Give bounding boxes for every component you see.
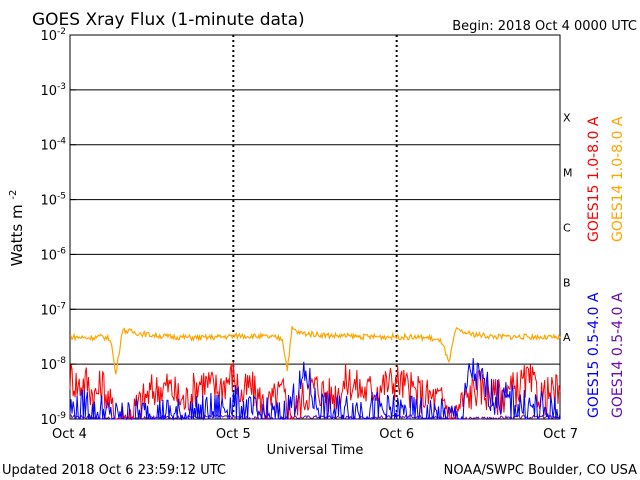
y-tick-labels: 10-2 10-3 10-4 10-5 10-6 10-7 10-8 10-9	[40, 27, 76, 428]
begin-timestamp: Begin: 2018 Oct 4 0000 UTC	[452, 19, 637, 34]
x-axis-label: Universal Time	[267, 443, 364, 458]
flare-class-label: M	[563, 167, 573, 180]
y-tick-label: 10-5	[40, 192, 66, 209]
legend-entry: GOES15 0.5-4.0 A	[586, 292, 602, 418]
y-axis-label-exponent: -2	[8, 190, 19, 200]
legend-long-channel: GOES15 1.0-8.0 A GOES14 1.0-8.0 A	[586, 116, 626, 242]
x-tick-labels: Oct 4 Oct 5 Oct 6 Oct 7	[52, 427, 578, 442]
flare-class-label: X	[563, 112, 571, 125]
y-tick-label: 10-9	[40, 411, 66, 428]
flare-class-label: B	[563, 276, 571, 289]
svg-text:Watts m -2: Watts m -2	[8, 190, 26, 267]
x-tick-label: Oct 4	[52, 427, 87, 442]
plot-area	[69, 34, 561, 420]
y-tick-label: 10-7	[40, 301, 66, 318]
legend-entry: GOES15 1.0-8.0 A	[586, 116, 602, 242]
series-line	[69, 326, 561, 375]
legend-entry: GOES14 1.0-8.0 A	[610, 116, 626, 242]
series-line	[69, 357, 561, 421]
y-axis-label: Watts m -2	[8, 190, 26, 267]
series-line	[69, 361, 561, 421]
legend-entry: GOES14 0.5-4.0 A	[610, 292, 626, 418]
chart-title: GOES Xray Flux (1-minute data)	[32, 10, 305, 30]
flux-series	[69, 326, 561, 421]
series-line	[69, 413, 561, 421]
y-tick-label: 10-6	[40, 246, 66, 263]
y-tick-label: 10-4	[40, 137, 66, 154]
flare-class-labels: X M C B A	[563, 112, 573, 344]
y-tick-label: 10-8	[40, 356, 66, 373]
day-gridlines	[232, 35, 398, 419]
x-tick-label: Oct 6	[379, 427, 414, 442]
y-tick-label: 10-2	[40, 27, 66, 44]
y-tick-label: 10-3	[40, 82, 66, 99]
x-tick-label: Oct 7	[543, 427, 578, 442]
y-axis-label-main: Watts m	[8, 204, 26, 266]
x-tick-label: Oct 5	[216, 427, 251, 442]
legend-short-channel: GOES15 0.5-4.0 A GOES14 0.5-4.0 A	[586, 292, 626, 418]
flare-class-label: A	[563, 331, 571, 344]
flare-class-label: C	[563, 221, 571, 234]
source-credit: NOAA/SWPC Boulder, CO USA	[444, 463, 637, 478]
updated-timestamp: Updated 2018 Oct 6 23:59:12 UTC	[2, 463, 226, 478]
